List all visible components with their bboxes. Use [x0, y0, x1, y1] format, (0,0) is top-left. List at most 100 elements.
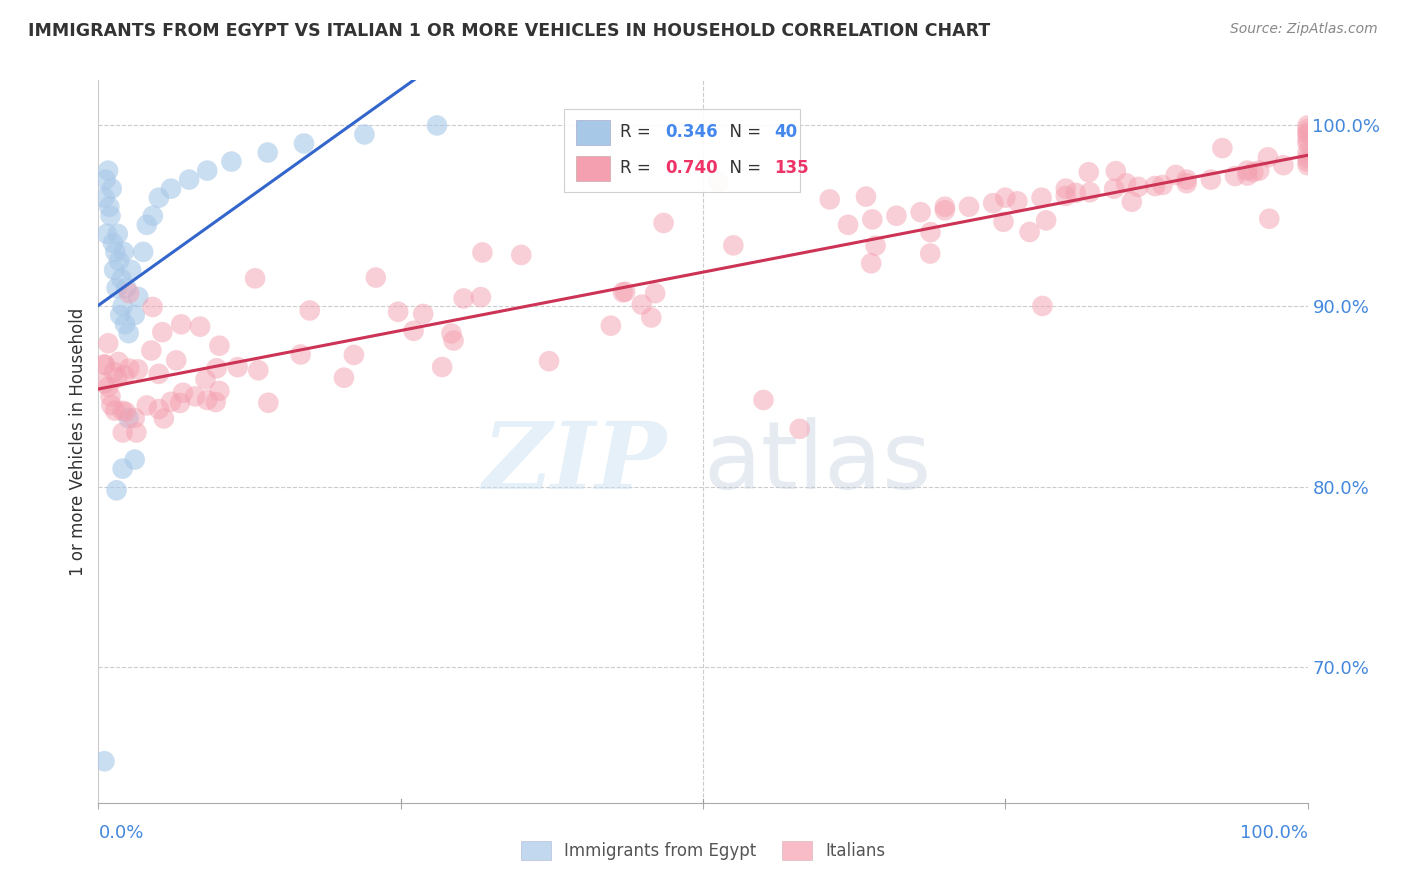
Italians — [599, 318, 621, 333]
Italians — [1054, 189, 1077, 203]
Italians — [135, 398, 157, 412]
Italians — [100, 389, 122, 403]
Italians — [860, 256, 883, 270]
Italians — [1296, 133, 1319, 147]
Italians — [226, 360, 249, 375]
Italians — [124, 411, 146, 425]
Immigrants from Egypt — [105, 483, 128, 498]
Immigrants from Egypt — [115, 281, 138, 295]
Immigrants from Egypt — [100, 209, 122, 223]
Italians — [97, 336, 120, 351]
Italians — [1296, 119, 1319, 133]
Immigrants from Egypt — [127, 290, 149, 304]
Italians — [1031, 299, 1053, 313]
Immigrants from Egypt — [221, 154, 243, 169]
Italians — [1199, 172, 1222, 186]
Italians — [1241, 165, 1264, 179]
Italians — [290, 347, 312, 361]
Immigrants from Egypt — [111, 299, 134, 313]
Italians — [257, 396, 280, 410]
Italians — [1115, 176, 1137, 190]
Italians — [125, 425, 148, 440]
Italians — [640, 310, 662, 325]
Italians — [440, 326, 463, 341]
Italians — [1257, 150, 1279, 164]
Italians — [934, 203, 956, 218]
Italians — [886, 209, 908, 223]
Italians — [188, 319, 211, 334]
Immigrants from Egypt — [108, 308, 131, 322]
Italians — [204, 395, 226, 409]
Italians — [1018, 225, 1040, 239]
Immigrants from Egypt — [148, 191, 170, 205]
Immigrants from Egypt — [111, 461, 134, 475]
Immigrants from Egypt — [160, 181, 183, 195]
Italians — [142, 300, 165, 314]
Immigrants from Egypt — [107, 227, 129, 241]
Immigrants from Egypt — [195, 163, 218, 178]
Italians — [865, 238, 887, 252]
Text: R =: R = — [620, 123, 655, 141]
Italians — [1296, 154, 1319, 169]
Italians — [470, 290, 492, 304]
Text: 0.740: 0.740 — [665, 160, 718, 178]
Text: N =: N = — [718, 160, 766, 178]
Italians — [387, 304, 409, 318]
Italians — [412, 307, 434, 321]
Italians — [1272, 158, 1295, 172]
Italians — [118, 286, 141, 301]
Italians — [150, 325, 173, 339]
Italians — [208, 384, 231, 398]
Italians — [343, 348, 366, 362]
Italians — [247, 363, 270, 377]
Italians — [169, 396, 191, 410]
Italians — [1164, 168, 1187, 182]
Bar — [576, 120, 610, 145]
Italians — [93, 358, 115, 372]
Italians — [993, 215, 1015, 229]
Italians — [1296, 128, 1319, 142]
Immigrants from Egypt — [142, 209, 165, 223]
Legend: Immigrants from Egypt, Italians: Immigrants from Egypt, Italians — [515, 834, 891, 867]
Italians — [1143, 179, 1166, 194]
Immigrants from Egypt — [93, 754, 115, 768]
Italians — [1258, 211, 1281, 226]
Italians — [920, 225, 942, 239]
Italians — [630, 298, 652, 312]
Italians — [105, 370, 128, 384]
Italians — [1296, 145, 1319, 160]
Italians — [111, 425, 134, 440]
Italians — [994, 191, 1017, 205]
Text: 0.346: 0.346 — [665, 123, 718, 141]
Italians — [93, 376, 115, 391]
Text: 135: 135 — [775, 160, 808, 178]
Text: N =: N = — [718, 123, 766, 141]
Italians — [1296, 151, 1319, 165]
Italians — [1121, 194, 1143, 209]
Italians — [614, 285, 637, 299]
Immigrants from Egypt — [353, 128, 375, 142]
Italians — [1175, 176, 1198, 190]
Italians — [957, 200, 980, 214]
Italians — [333, 370, 356, 384]
Immigrants from Egypt — [108, 253, 131, 268]
Immigrants from Egypt — [135, 218, 157, 232]
Italians — [612, 285, 634, 300]
Italians — [471, 245, 494, 260]
Italians — [1249, 163, 1271, 178]
Italians — [208, 339, 231, 353]
Italians — [148, 402, 170, 417]
Italians — [172, 385, 194, 400]
Italians — [1078, 186, 1101, 200]
Italians — [1152, 178, 1174, 192]
Italians — [127, 362, 149, 376]
Italians — [153, 411, 176, 425]
Italians — [1236, 163, 1258, 178]
Italians — [93, 357, 115, 371]
Immigrants from Egypt — [104, 244, 127, 259]
Italians — [1035, 213, 1057, 227]
Italians — [934, 200, 956, 214]
Italians — [1128, 179, 1150, 194]
Italians — [723, 238, 745, 252]
Immigrants from Egypt — [100, 181, 122, 195]
